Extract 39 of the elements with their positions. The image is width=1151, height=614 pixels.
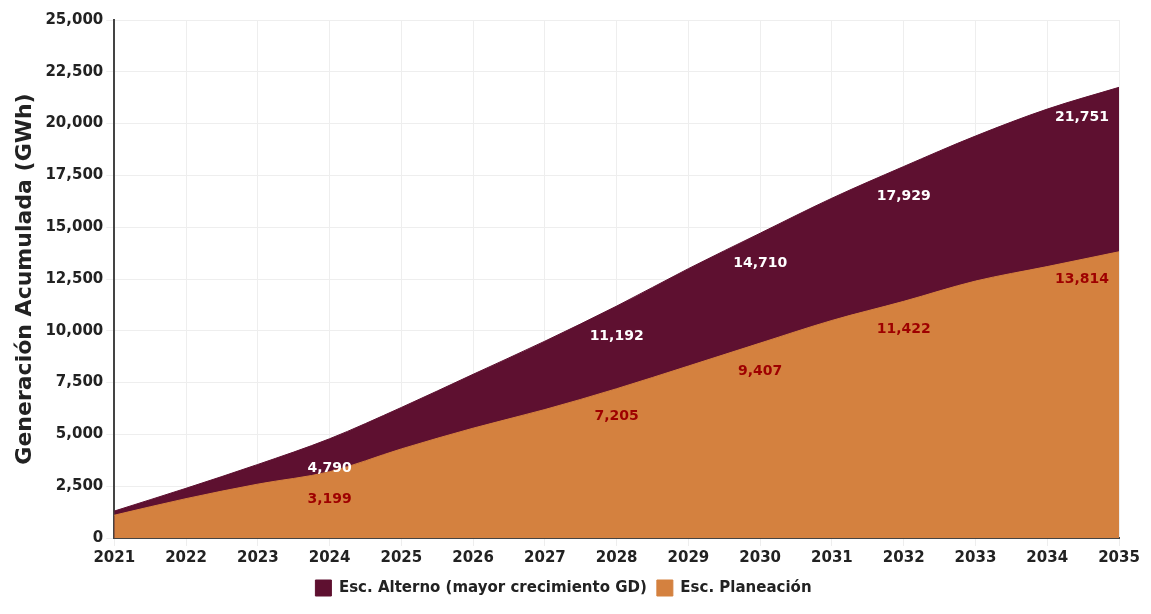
data-label: 4,790: [307, 459, 352, 476]
data-label: 17,929: [876, 187, 931, 204]
x-tick-label: 2030: [739, 547, 782, 566]
x-tick-label: 2029: [667, 547, 710, 566]
legend-label: Esc. Alterno (mayor crecimiento GD): [338, 577, 647, 596]
y-tick-label: 0: [92, 527, 104, 546]
x-tick-label: 2021: [93, 547, 136, 566]
y-tick-label: 17,500: [45, 165, 104, 184]
data-label: 9,407: [738, 361, 783, 378]
y-tick-label: 25,000: [45, 9, 104, 28]
y-axis-title: Generación Acumulada (GWh): [10, 93, 36, 465]
y-tick-label: 2,500: [55, 476, 104, 495]
x-tick-label: 2035: [1098, 547, 1140, 566]
legend-label: Esc. Planeación: [680, 577, 812, 596]
x-tick-label: 2023: [236, 547, 279, 566]
data-label: 21,751: [1054, 107, 1109, 124]
y-tick-label: 12,500: [45, 268, 104, 287]
x-tick-label: 2024: [308, 547, 351, 566]
y-tick-label: 10,000: [45, 320, 104, 339]
y-tick-label: 5,000: [55, 424, 104, 443]
y-tick-label: 7,500: [55, 372, 104, 391]
x-tick-label: 2027: [524, 547, 566, 566]
data-label: 14,710: [733, 253, 788, 270]
x-tick-label: 2022: [165, 547, 207, 566]
data-label: 3,199: [307, 490, 352, 507]
x-tick-label: 2025: [380, 547, 423, 566]
x-tick-label: 2032: [882, 547, 925, 566]
x-tick-label: 2028: [595, 547, 638, 566]
x-tick-label: 2031: [811, 547, 853, 566]
data-label: 13,814: [1054, 270, 1110, 287]
x-tick-label: 2033: [954, 547, 997, 566]
x-tick-label: 2026: [452, 547, 494, 566]
y-tick-label: 22,500: [45, 61, 104, 80]
data-label: 7,205: [594, 407, 639, 424]
y-tick-label: 20,000: [45, 113, 104, 132]
data-label: 11,422: [876, 319, 931, 336]
y-tick-label: 15,000: [45, 217, 104, 236]
x-tick-label: 2034: [1026, 547, 1069, 566]
data-label: 11,192: [589, 326, 644, 343]
